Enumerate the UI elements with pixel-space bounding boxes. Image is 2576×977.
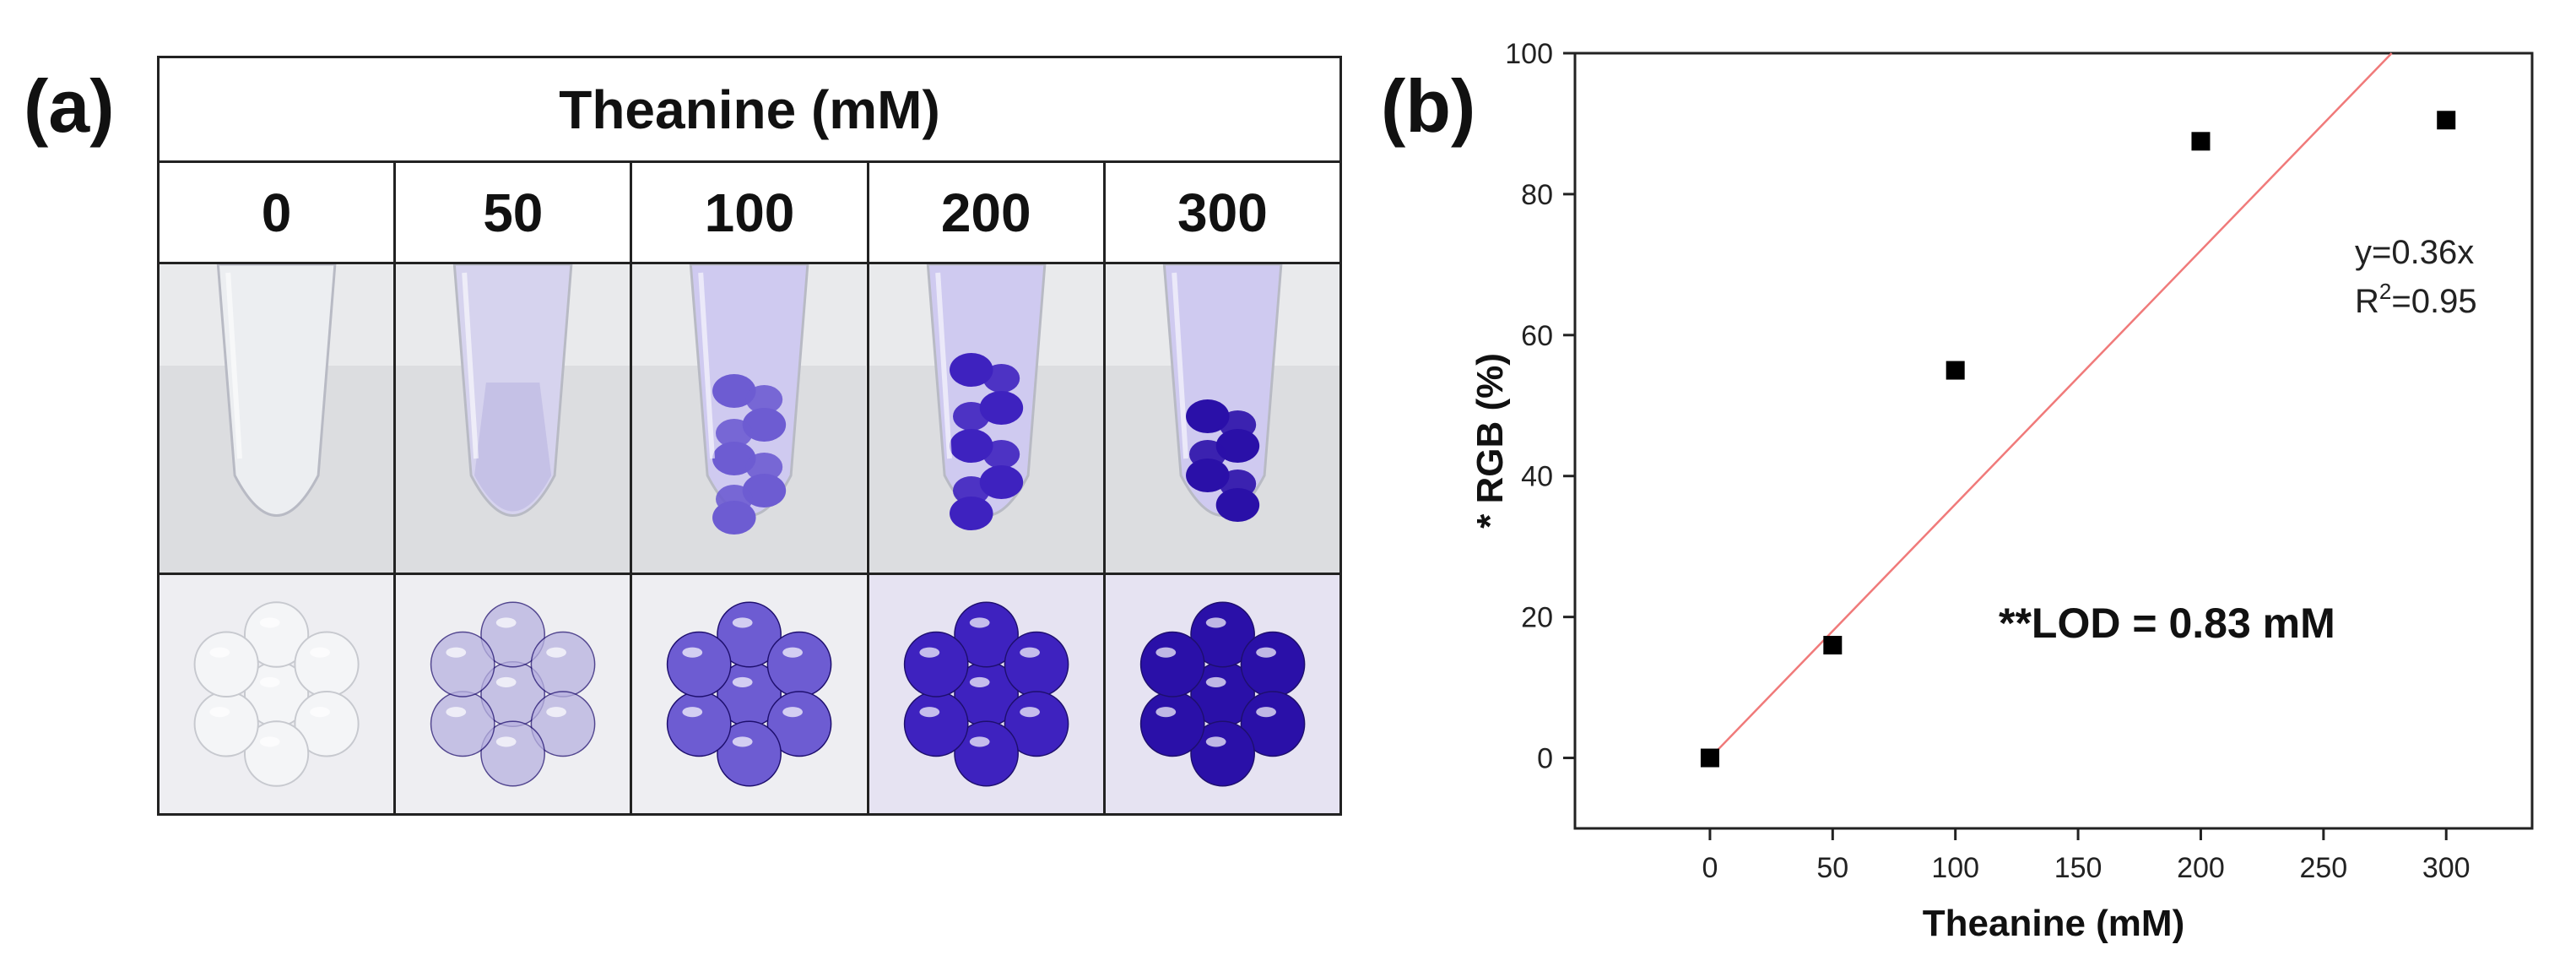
tube-photo xyxy=(1105,264,1340,573)
panel-a-label: (a) xyxy=(24,64,115,148)
y-tick-label: 40 xyxy=(1521,461,1553,493)
tube-photo xyxy=(869,264,1106,573)
y-tick-label: 60 xyxy=(1521,320,1553,352)
data-point xyxy=(1700,748,1719,768)
fit-equation: y=0.36x xyxy=(2355,234,2474,271)
tube-photo xyxy=(632,264,869,573)
bead-photo xyxy=(396,575,633,813)
tube-photo xyxy=(396,264,633,573)
x-tick-label: 300 xyxy=(2422,852,2470,884)
plot-frame xyxy=(1573,52,2534,830)
x-axis-ticks: 0 50 100 150 200 250 300 xyxy=(1702,828,2470,884)
data-point xyxy=(1946,361,1965,380)
concentration-0: 0 xyxy=(160,163,397,262)
sample-image-table: Theanine (mM) 0 50 100 200 300 xyxy=(157,56,1342,816)
concentration-200: 200 xyxy=(869,163,1106,262)
bead-photo-row xyxy=(160,575,1340,813)
x-tick-label: 50 xyxy=(1816,852,1848,884)
bead-photo xyxy=(160,575,397,813)
y-tick-label: 100 xyxy=(1505,38,1553,70)
y-axis-ticks: 0 20 40 60 80 100 xyxy=(1505,38,1575,775)
y-tick-label: 20 xyxy=(1521,602,1553,634)
data-point xyxy=(2437,111,2456,130)
fit-line xyxy=(1709,52,2393,759)
concentration-50: 50 xyxy=(396,163,633,262)
tube-photo-row xyxy=(160,264,1340,575)
concentration-300: 300 xyxy=(1177,182,1268,243)
r-squared: R2=0.95 xyxy=(2355,279,2477,320)
concentration-header-row: 0 50 100 200 300 xyxy=(160,163,1339,264)
x-tick-label: 0 xyxy=(1702,852,1718,884)
table-title: Theanine (mM) xyxy=(160,58,1339,163)
bead-photo xyxy=(869,575,1106,813)
x-axis-label: Theanine (mM) xyxy=(1923,903,2184,944)
data-point xyxy=(2191,132,2211,151)
x-tick-label: 250 xyxy=(2299,852,2347,884)
r2-exponent: 2 xyxy=(2379,279,2391,304)
data-point xyxy=(1823,636,1843,655)
rgb-scatter-chart: 0 50 100 150 200 250 300 0 20 40 60 80 100 Theanine… xyxy=(1469,38,2534,944)
x-tick-label: 100 xyxy=(1931,852,1979,884)
concentration-100: 100 xyxy=(632,163,869,262)
y-tick-label: 80 xyxy=(1521,179,1553,211)
panel-b-label: (b) xyxy=(1381,64,1476,148)
y-axis-label: * RGB (%) xyxy=(1469,353,1511,529)
r2-value: =0.95 xyxy=(2391,283,2476,320)
lod-annotation: **LOD = 0.83 mM xyxy=(1999,600,2335,647)
bead-photo xyxy=(1105,575,1340,813)
x-tick-label: 200 xyxy=(2177,852,2225,884)
data-points xyxy=(1700,111,2456,768)
tube-photo xyxy=(160,264,397,573)
r2-prefix: R xyxy=(2355,283,2379,320)
x-tick-label: 150 xyxy=(2054,852,2102,884)
y-tick-label: 0 xyxy=(1537,743,1553,775)
bead-photo xyxy=(632,575,869,813)
